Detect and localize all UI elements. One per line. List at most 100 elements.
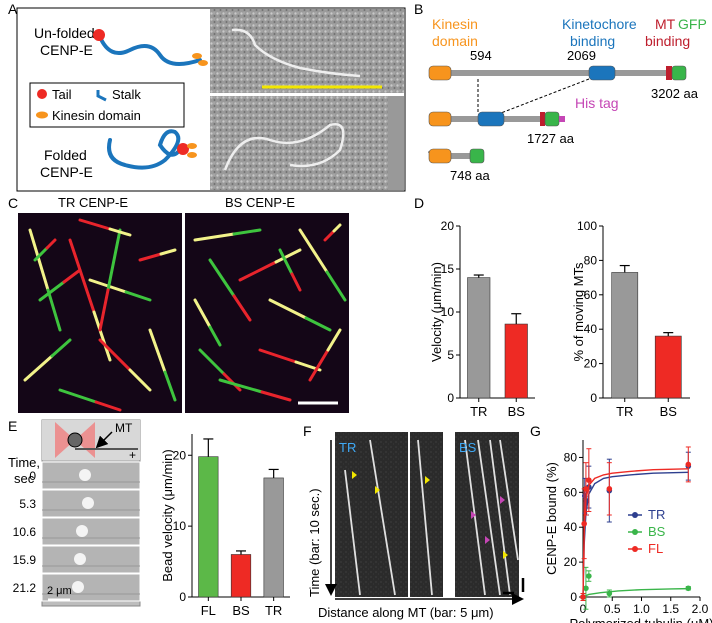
y-tick-label: 20 xyxy=(564,555,578,569)
legend-stalk: Stalk xyxy=(112,87,141,102)
bar-bs xyxy=(654,335,682,399)
microtubule xyxy=(260,390,292,402)
bar-tr xyxy=(611,272,639,399)
y-axis-label: Velocity (μm/min) xyxy=(429,262,444,362)
legend-label-fl: FL xyxy=(648,541,663,556)
microtubule xyxy=(325,270,347,302)
microtubule xyxy=(23,354,54,382)
kymo-trace xyxy=(417,439,433,596)
x-tick-label: 2.0 xyxy=(692,602,709,616)
y-tick-label: 0 xyxy=(447,391,454,405)
panel-a-frame xyxy=(16,7,406,192)
data-point-bs xyxy=(606,590,613,597)
y-axis-label: % of moving MTs xyxy=(571,262,586,361)
folded-molecule-image xyxy=(223,123,345,171)
kinesin-head-icon xyxy=(187,143,197,149)
bar-tr xyxy=(467,277,491,399)
time-value: 5.3 xyxy=(19,497,36,511)
kymo-trace xyxy=(344,469,361,596)
time-unit-label: sec xyxy=(14,471,35,486)
kymo-time-axis-label: Time (bar: 10 sec.) xyxy=(307,488,322,597)
kymograph-traces xyxy=(344,439,519,596)
microtubule xyxy=(308,348,330,382)
microtubule xyxy=(298,228,329,274)
microtubule xyxy=(278,248,294,276)
stalk-legend-icon xyxy=(96,90,107,102)
microtubule xyxy=(159,248,177,256)
microtubule xyxy=(124,290,152,302)
y-tick-label: 60 xyxy=(584,288,598,302)
tail-legend-icon xyxy=(37,89,47,99)
y-tick-label: 60 xyxy=(564,485,578,499)
kymo-trace xyxy=(489,439,511,596)
fl-kinetochore-domain xyxy=(588,65,616,81)
bead xyxy=(76,525,88,537)
microtubule xyxy=(208,258,236,298)
kinesin-head-icon xyxy=(187,152,197,158)
x-tick-label: TR xyxy=(616,404,633,419)
tr-microscopy-image xyxy=(18,213,182,413)
unfolded-molecule-image xyxy=(231,28,361,78)
microtubule xyxy=(290,272,302,292)
data-point-fl xyxy=(583,486,589,492)
kymo-tr-label: TR xyxy=(339,440,356,455)
bs-mt-domain xyxy=(540,112,545,126)
bar-bs xyxy=(230,554,252,598)
data-point-fl xyxy=(580,594,586,600)
micrograph-folded xyxy=(210,96,404,190)
tr-gfp xyxy=(469,148,485,164)
microtubule xyxy=(163,370,177,402)
magenta-arrowhead xyxy=(485,536,490,544)
panel-a: Un-folded CENP-E Tail Stalk Kinesin doma… xyxy=(16,7,406,192)
y-tick-label: 40 xyxy=(584,322,598,336)
pos-594: 594 xyxy=(470,48,492,63)
bs-kinetochore-domain xyxy=(477,111,505,127)
micrograph-unfolded xyxy=(210,9,404,93)
microtubule xyxy=(68,238,96,314)
mt-binding-label: MT xyxy=(655,16,676,32)
panel-label-c: C xyxy=(8,195,18,211)
kymo-distance-axis-label: Distance along MT (bar: 5 μm) xyxy=(318,605,494,620)
data-point-fl xyxy=(606,486,613,492)
magenta-arrowhead xyxy=(471,511,476,519)
yellow-arrowhead xyxy=(425,476,430,484)
panel-label-d: D xyxy=(414,195,424,211)
panel-label-f: F xyxy=(303,423,312,439)
microtubule xyxy=(108,227,132,237)
gfp-label: GFP xyxy=(678,16,707,32)
microtubule xyxy=(138,252,163,262)
bead xyxy=(74,553,86,565)
bead xyxy=(79,469,91,481)
fl-mt-domain xyxy=(666,66,672,80)
x-tick-label: FL xyxy=(201,603,216,618)
microtubule xyxy=(193,298,212,329)
legend-marker xyxy=(632,512,638,518)
y-tick-label: 0 xyxy=(570,590,577,604)
kymo-bs-label: BS xyxy=(459,440,477,455)
microtubule xyxy=(258,348,298,364)
plus-end-label: + xyxy=(129,448,136,462)
microtubule xyxy=(218,378,264,394)
microtubule xyxy=(98,338,132,372)
data-point-fl xyxy=(685,461,692,468)
panel-label-b: B xyxy=(414,1,423,17)
microtubule xyxy=(92,310,112,362)
y-tick-label: 0 xyxy=(590,391,597,405)
panel-e-strip: Time, sec MT + 0 5.3 10.6 15.9 21.2 2 μm xyxy=(8,419,141,607)
panel-b: Kinesin domain Kinetochore binding MT bi… xyxy=(428,16,707,183)
fit-line-tr xyxy=(582,471,689,598)
x-tick-label: BS xyxy=(660,404,678,419)
y-axis-label: CENP-E bound (%) xyxy=(544,462,559,575)
microtubule xyxy=(323,229,336,242)
bs-microtubules xyxy=(193,223,347,402)
folded-tail-icon xyxy=(177,143,189,155)
microtubule xyxy=(193,232,236,242)
kinesin-head-icon xyxy=(198,60,208,66)
kinetochore-binding-label-2: binding xyxy=(570,33,615,49)
folded-stalk-diagram xyxy=(107,129,181,170)
kinesin-legend-icon xyxy=(36,111,48,119)
yellow-arrowhead xyxy=(352,471,357,479)
x-axis-label: Polymerized tubulin (μM) xyxy=(569,616,712,623)
y-axis-label: Bead velocity (μm/min) xyxy=(160,449,175,581)
kinesin-domain-label-2: domain xyxy=(432,33,478,49)
